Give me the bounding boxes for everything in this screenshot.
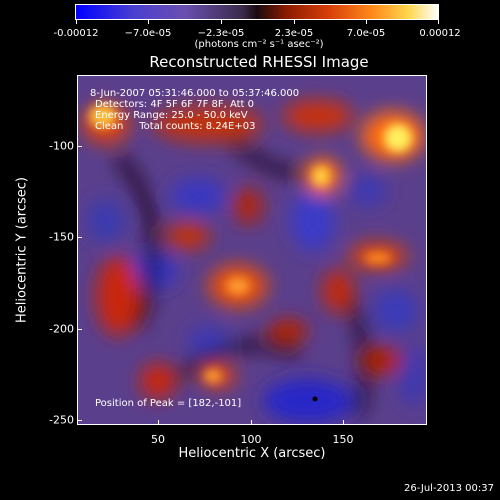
y-tick-mark — [77, 420, 82, 421]
colorbar-tick-label: 2.3e-05 — [274, 28, 314, 39]
colorbar-tick-mark — [221, 20, 222, 24]
generation-timestamp: 26-Jul-2013 00:37 — [403, 483, 494, 494]
y-tick-label: -250 — [49, 413, 74, 427]
time-range-label: 8-Jun-2007 05:31:46.000 to 05:37:46.000 — [90, 88, 300, 99]
x-tick-label: 100 — [240, 433, 262, 446]
colorbar-tick-mark — [438, 20, 439, 24]
x-tick-mark — [158, 420, 159, 425]
y-axis-label: Heliocentric Y (arcsec) — [14, 177, 30, 323]
y-tick-mark — [77, 329, 82, 330]
peak-position-label: Position of Peak = [182,-101] — [95, 398, 242, 409]
y-tick-label: -100 — [49, 139, 74, 153]
y-tick-label: -200 — [49, 322, 74, 336]
colorbar-tick-mark — [76, 20, 77, 24]
x-axis-label: Heliocentric X (arcsec) — [178, 446, 326, 461]
x-tick-label: 150 — [332, 433, 354, 446]
y-tick-label: -150 — [49, 230, 74, 244]
colorbar-tick-label: -0.00012 — [53, 28, 99, 39]
colorbar-tick-mark — [294, 20, 295, 24]
rhessi-image — [77, 75, 427, 425]
colorbar — [75, 4, 439, 20]
image-title: Reconstructed RHESSI Image — [149, 53, 369, 71]
colorbar-tick-label: −2.3e-05 — [197, 28, 245, 39]
x-tick-mark — [343, 420, 344, 425]
colorbar-tick-mark — [148, 20, 149, 24]
colorbar-tick-mark — [366, 20, 367, 24]
colorbar-units: (photons cm⁻² s⁻¹ asec⁻²) — [194, 39, 324, 50]
y-tick-mark — [77, 146, 82, 147]
colorbar-tick-label: 0.00012 — [419, 28, 461, 39]
y-tick-mark — [77, 237, 82, 238]
x-tick-label: 50 — [151, 433, 165, 446]
colorbar-tick-label: −7.0e-05 — [124, 28, 172, 39]
detectors-label: Detectors: 4F 5F 6F 7F 8F, Att 0 — [95, 99, 255, 110]
x-tick-mark — [251, 420, 252, 425]
reconstructed-image-map — [78, 76, 426, 424]
colorbar-tick-label: 7.0e-05 — [346, 28, 386, 39]
method-counts-label: Clean Total counts: 8.24E+03 — [95, 121, 256, 132]
energy-range-label: Energy Range: 25.0 - 50.0 keV — [95, 110, 248, 121]
peak-marker — [312, 396, 318, 402]
